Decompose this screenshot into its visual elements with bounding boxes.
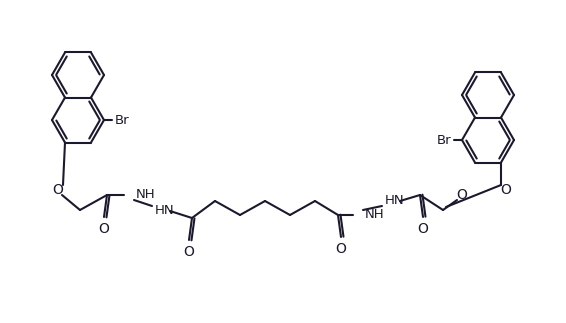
Text: HN: HN bbox=[385, 194, 405, 207]
Text: O: O bbox=[457, 188, 468, 202]
Text: O: O bbox=[418, 222, 428, 236]
Text: O: O bbox=[98, 222, 109, 236]
Text: NH: NH bbox=[365, 209, 385, 222]
Text: HN: HN bbox=[155, 204, 175, 217]
Text: Br: Br bbox=[436, 133, 451, 147]
Text: NH: NH bbox=[136, 189, 156, 202]
Text: O: O bbox=[183, 245, 195, 259]
Text: O: O bbox=[53, 183, 63, 197]
Text: Br: Br bbox=[115, 113, 130, 127]
Text: O: O bbox=[500, 183, 512, 197]
Text: O: O bbox=[336, 242, 346, 256]
